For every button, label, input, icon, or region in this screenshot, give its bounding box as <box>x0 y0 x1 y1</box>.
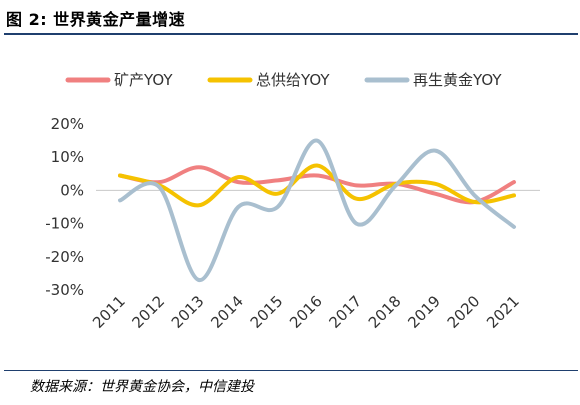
x-tick-label: 2013 <box>168 292 208 332</box>
x-tick-label: 2020 <box>444 292 484 332</box>
legend-label-1: 总供给YOY <box>256 71 330 89</box>
y-tick-label: 10% <box>51 148 84 166</box>
y-tick-label: -30% <box>45 281 84 299</box>
x-tick-label: 2016 <box>286 292 326 332</box>
y-tick-label: -20% <box>45 248 84 266</box>
series-line-mine-yoy <box>118 165 516 205</box>
x-tick-label: 2011 <box>89 292 129 332</box>
x-axis: 2011 2012 2013 2014 2015 2016 2017 2018 … <box>89 292 523 332</box>
line-chart: 矿产YOY 总供给YOY 再生黄金YOY 20% 10% 0% -10% -20… <box>45 71 540 332</box>
x-tick-label: 2012 <box>128 292 168 332</box>
y-tick-label: -10% <box>45 215 84 233</box>
y-axis: 20% 10% 0% -10% -20% -30% <box>45 115 84 299</box>
bottom-rule <box>4 370 578 371</box>
series-line-total-supply-yoy <box>118 163 516 208</box>
y-tick-label: 20% <box>51 115 84 133</box>
series-lines <box>118 138 516 282</box>
legend-label-2: 再生黄金YOY <box>413 71 502 89</box>
title-rule <box>4 33 578 35</box>
y-tick-label: 0% <box>60 181 84 199</box>
legend-label-0: 矿产YOY <box>114 71 173 89</box>
legend: 矿产YOY 总供给YOY 再生黄金YOY <box>65 71 502 89</box>
x-tick-label: 2021 <box>483 292 523 332</box>
x-tick-label: 2015 <box>247 292 287 332</box>
source-note: 数据来源：世界黄金协会，中信建投 <box>30 379 254 395</box>
x-tick-label: 2019 <box>404 292 444 332</box>
figure-title: 图 2: 世界黄金产量增速 <box>6 10 186 29</box>
x-tick-label: 2017 <box>325 292 365 332</box>
x-tick-label: 2018 <box>365 292 405 332</box>
x-tick-label: 2014 <box>207 292 247 332</box>
series-line-recycled-gold-yoy <box>118 138 516 282</box>
